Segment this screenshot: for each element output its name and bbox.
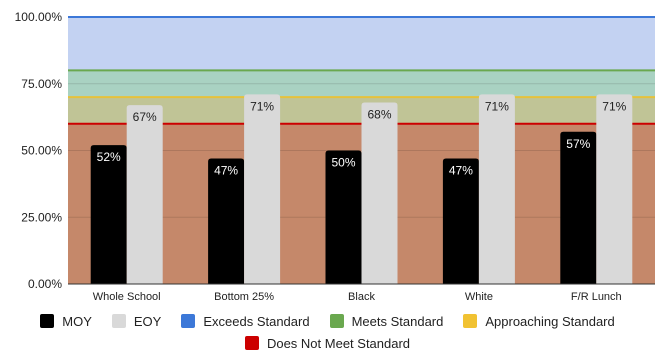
bar-eoy-4 xyxy=(596,94,633,285)
bar-eoy-0 xyxy=(126,105,163,284)
legend-label-does-not-meet-standard: Does Not Meet Standard xyxy=(266,335,411,351)
x-category-label-0: Whole School xyxy=(93,291,161,303)
legend-item-eoy: EOY xyxy=(111,313,162,329)
legend-label-moy: MOY xyxy=(62,313,92,329)
legend-label-meets-standard: Meets Standard xyxy=(351,313,444,329)
legend-item-meets-standard: Meets Standard xyxy=(329,313,444,329)
legend-swatch-does-not-meet-standard xyxy=(244,336,259,350)
bar-eoy-2 xyxy=(361,102,398,284)
data-label-eoy-2: 68% xyxy=(367,107,391,121)
x-category-label-4: F/R Lunch xyxy=(571,291,622,303)
y-tick-label-2: 50.00% xyxy=(21,144,62,158)
legend-item-approaching-standard: Approaching Standard xyxy=(463,313,615,329)
data-label-moy-0: 52% xyxy=(97,150,121,164)
data-label-eoy-1: 71% xyxy=(250,99,274,113)
legend-row-2: Does Not Meet Standard xyxy=(0,334,655,352)
y-tick-label-4: 100.00% xyxy=(15,10,63,24)
chart-legend: MOY EOY Exceeds Standard Meets Standard Appr… xyxy=(0,312,655,352)
legend-label-exceeds-standard: Exceeds Standard xyxy=(203,313,310,329)
x-category-label-1: Bottom 25% xyxy=(214,291,274,303)
x-category-label-2: Black xyxy=(348,291,375,303)
legend-swatch-approaching-standard xyxy=(463,314,478,328)
x-category-label-3: White xyxy=(465,291,493,303)
legend-item-does-not-meet-standard: Does Not Meet Standard xyxy=(244,335,411,351)
bar-eoy-3 xyxy=(478,94,515,285)
data-label-moy-4: 57% xyxy=(566,137,590,151)
band-exceeds-standard xyxy=(68,17,655,71)
data-label-eoy-0: 67% xyxy=(133,110,157,124)
bar-moy-3 xyxy=(442,158,479,284)
y-tick-label-1: 25.00% xyxy=(21,210,62,224)
bar-chart: 0.00% 25.00% 50.00% 75.00% 100.00% 52% 67% Whol… xyxy=(15,10,655,303)
y-tick-label-0: 0.00% xyxy=(28,277,62,291)
legend-item-moy: MOY xyxy=(40,314,92,329)
bar-moy-2 xyxy=(325,150,362,284)
data-label-moy-3: 47% xyxy=(449,164,473,178)
data-label-eoy-4: 71% xyxy=(602,99,626,113)
legend-swatch-exceeds-standard xyxy=(181,314,196,328)
legend-label-approaching-standard: Approaching Standard xyxy=(485,313,615,329)
data-label-moy-1: 47% xyxy=(214,164,238,178)
legend-swatch-eoy xyxy=(111,314,126,328)
bar-moy-0 xyxy=(90,145,127,284)
legend-swatch-moy xyxy=(40,314,55,328)
bar-eoy-1 xyxy=(244,94,281,285)
band-meets-standard xyxy=(68,70,655,98)
data-label-eoy-3: 71% xyxy=(485,99,509,113)
legend-label-eoy: EOY xyxy=(133,313,162,329)
legend-swatch-meets-standard xyxy=(329,314,344,328)
legend-item-exceeds-standard: Exceeds Standard xyxy=(181,313,310,329)
legend-row-1: MOY EOY Exceeds Standard Meets Standard Appr… xyxy=(0,312,655,330)
y-tick-label-3: 75.00% xyxy=(21,77,62,91)
bar-moy-1 xyxy=(208,158,245,284)
bar-moy-4 xyxy=(560,131,597,284)
data-label-moy-2: 50% xyxy=(331,156,355,170)
